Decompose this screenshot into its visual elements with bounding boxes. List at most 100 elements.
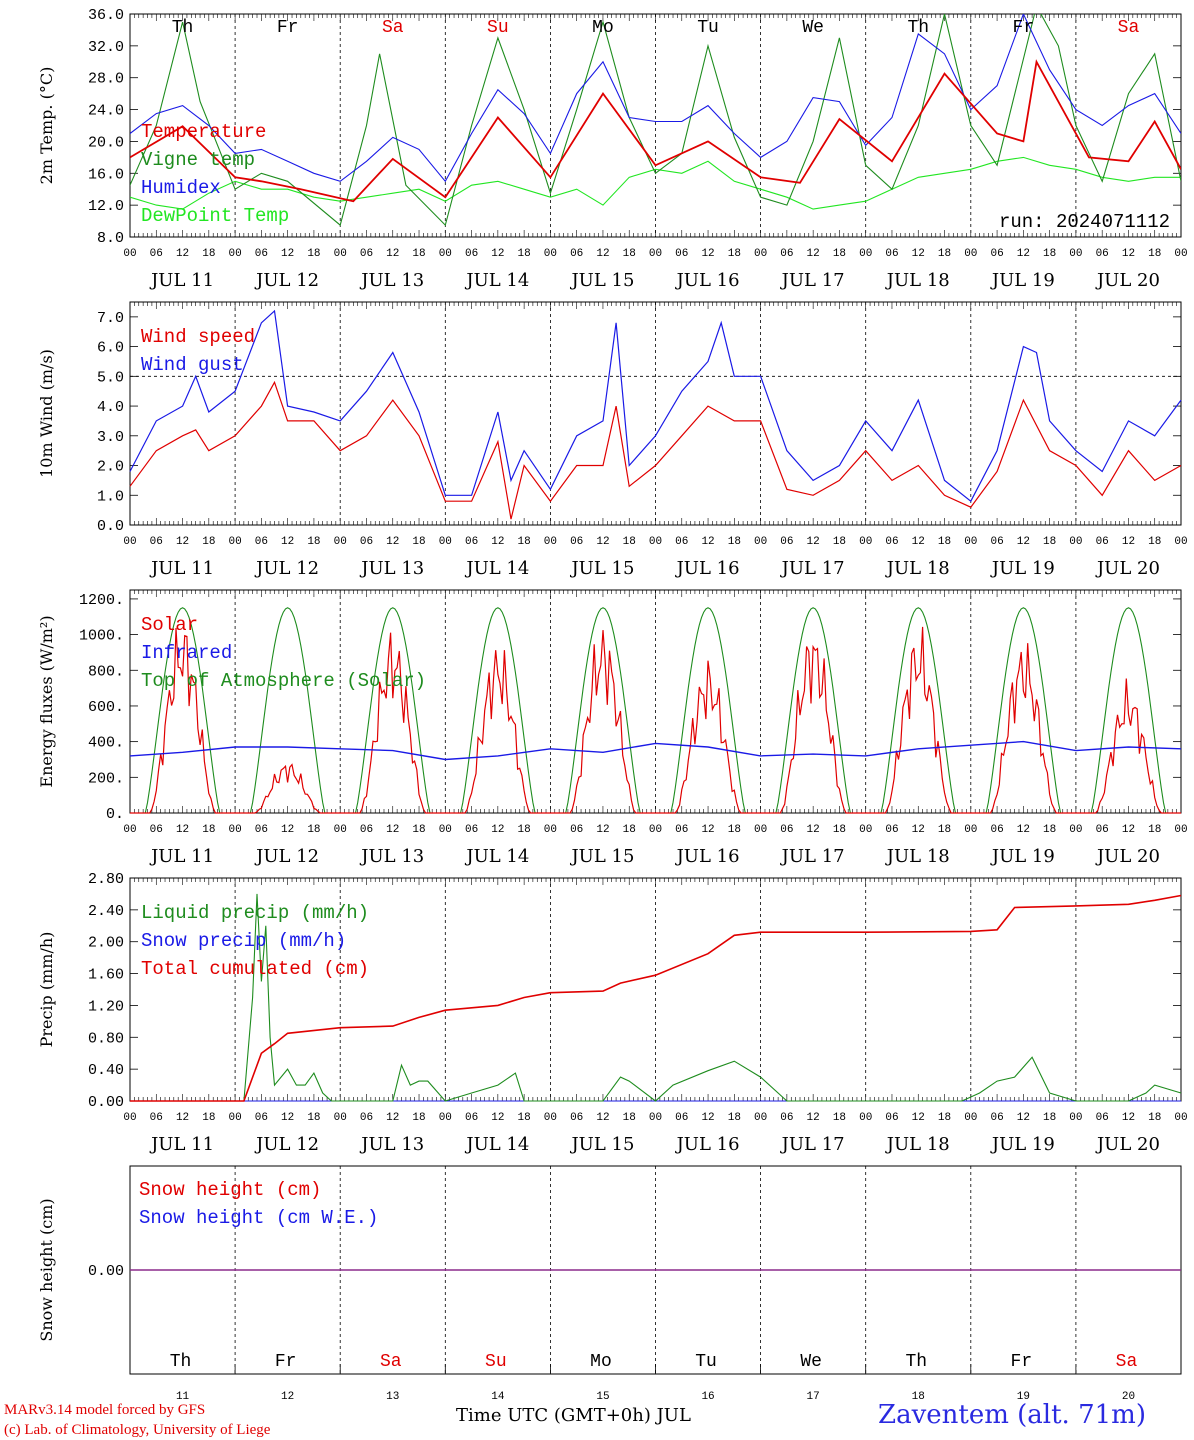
hour-tick-label: 18 bbox=[938, 536, 951, 548]
date-label: JUL 11 bbox=[149, 1134, 214, 1155]
hour-tick-label: 18 bbox=[307, 248, 320, 260]
hour-tick-label: 06 bbox=[465, 248, 478, 260]
day-name-label: Fr bbox=[1013, 18, 1035, 38]
hour-tick-label: 00 bbox=[754, 248, 767, 260]
hour-tick-label: 00 bbox=[123, 824, 136, 836]
day-number-label: 14 bbox=[491, 1391, 505, 1403]
model-credit-line1: MARv3.14 model forced by GFS bbox=[4, 1402, 206, 1418]
hour-tick-label: 06 bbox=[675, 536, 688, 548]
hour-tick-label: 06 bbox=[780, 248, 793, 260]
series-line-total-cumulated-cm- bbox=[130, 894, 1182, 1102]
hour-tick-label: 18 bbox=[1148, 536, 1161, 548]
y-tick-label: 7.0 bbox=[97, 310, 124, 327]
date-label: JUL 17 bbox=[780, 270, 845, 291]
hour-tick-label: 00 bbox=[439, 824, 452, 836]
hour-tick-label: 18 bbox=[1043, 536, 1056, 548]
hour-tick-label: 00 bbox=[334, 248, 347, 260]
hour-tick-label: 00 bbox=[1174, 1112, 1187, 1124]
hour-tick-label: 18 bbox=[1148, 1112, 1161, 1124]
legend-entry: DewPoint Temp bbox=[141, 205, 289, 227]
hour-tick-label: 06 bbox=[465, 1112, 478, 1124]
y-tick-label: 32.0 bbox=[88, 39, 124, 56]
day-name-label: Sa bbox=[1116, 1352, 1138, 1372]
hour-tick-label: 12 bbox=[1122, 1112, 1135, 1124]
date-label: JUL 16 bbox=[675, 846, 740, 867]
day-number-label: 18 bbox=[912, 1391, 925, 1403]
hour-tick-label: 00 bbox=[1069, 824, 1082, 836]
panel-5 bbox=[129, 1165, 1182, 1375]
y-tick-label: 0.80 bbox=[88, 1030, 124, 1047]
hour-tick-label: 12 bbox=[386, 824, 399, 836]
day-number-label: 13 bbox=[386, 1391, 399, 1403]
hour-tick-label: 18 bbox=[833, 248, 846, 260]
hour-tick-label: 12 bbox=[281, 824, 294, 836]
hour-tick-label: 12 bbox=[176, 248, 189, 260]
date-label: JUL 13 bbox=[359, 558, 424, 579]
hour-tick-label: 18 bbox=[1043, 824, 1056, 836]
legend-entry: Liquid precip (mm/h) bbox=[141, 902, 369, 924]
date-label: JUL 18 bbox=[885, 270, 950, 291]
date-label: JUL 13 bbox=[359, 1134, 424, 1155]
hour-tick-label: 18 bbox=[1148, 824, 1161, 836]
hour-tick-label: 06 bbox=[360, 1112, 373, 1124]
hour-tick-label: 06 bbox=[150, 1112, 163, 1124]
hour-tick-label: 00 bbox=[859, 1112, 872, 1124]
hour-tick-label: 06 bbox=[150, 824, 163, 836]
hour-tick-label: 18 bbox=[728, 1112, 741, 1124]
day-name-label: Th bbox=[170, 1352, 192, 1372]
hour-tick-label: 06 bbox=[255, 824, 268, 836]
y-tick-label: 400. bbox=[88, 735, 124, 752]
y-tick-label: 8.0 bbox=[97, 230, 124, 247]
day-name-label: Tu bbox=[695, 1352, 717, 1372]
hour-tick-label: 00 bbox=[964, 536, 977, 548]
hour-tick-label: 12 bbox=[491, 824, 504, 836]
legend-entry: Wind speed bbox=[141, 326, 255, 348]
y-tick-label: 2.0 bbox=[97, 459, 124, 476]
panel-3 bbox=[129, 589, 1182, 814]
hour-tick-label: 06 bbox=[570, 1112, 583, 1124]
date-label: JUL 15 bbox=[569, 558, 634, 579]
hour-tick-label: 06 bbox=[990, 824, 1003, 836]
hour-tick-label: 12 bbox=[807, 248, 820, 260]
day-name-label: Th bbox=[905, 1352, 927, 1372]
hour-tick-label: 00 bbox=[544, 536, 557, 548]
y-tick-label: 200. bbox=[88, 770, 124, 787]
hour-tick-label: 00 bbox=[123, 1112, 136, 1124]
hour-tick-label: 12 bbox=[1122, 824, 1135, 836]
y-tick-label: 20.0 bbox=[88, 134, 124, 151]
series-line-wind-speed bbox=[129, 380, 1182, 520]
date-label: JUL 20 bbox=[1095, 846, 1160, 867]
date-label: JUL 19 bbox=[990, 1134, 1055, 1155]
date-label: JUL 14 bbox=[464, 846, 529, 867]
hour-tick-label: 18 bbox=[412, 824, 425, 836]
day-name-label: Mo bbox=[592, 18, 614, 38]
hour-tick-label: 18 bbox=[518, 248, 531, 260]
y-tick-label: 1200. bbox=[79, 592, 124, 609]
legend-entry: Humidex bbox=[141, 177, 221, 199]
hour-tick-label: 12 bbox=[491, 536, 504, 548]
model-credit-line2: (c) Lab. of Climatology, University of L… bbox=[4, 1422, 271, 1438]
hour-tick-label: 12 bbox=[281, 536, 294, 548]
day-number-label: 17 bbox=[807, 1391, 820, 1403]
y-tick-label: 28.0 bbox=[88, 71, 124, 88]
hour-tick-label: 00 bbox=[754, 824, 767, 836]
y-tick-label: 3.0 bbox=[97, 429, 124, 446]
panel-1 bbox=[129, 13, 1182, 238]
hour-tick-label: 00 bbox=[228, 824, 241, 836]
date-label: JUL 15 bbox=[569, 270, 634, 291]
hour-tick-label: 18 bbox=[202, 248, 215, 260]
hour-tick-label: 06 bbox=[1096, 824, 1109, 836]
hour-tick-label: 12 bbox=[807, 1112, 820, 1124]
hour-tick-label: 12 bbox=[176, 1112, 189, 1124]
date-label: JUL 15 bbox=[569, 1134, 634, 1155]
hour-tick-label: 18 bbox=[202, 1112, 215, 1124]
date-label: JUL 17 bbox=[780, 846, 845, 867]
date-label: JUL 17 bbox=[780, 1134, 845, 1155]
hour-tick-label: 06 bbox=[990, 248, 1003, 260]
hour-tick-label: 00 bbox=[649, 824, 662, 836]
hour-tick-label: 06 bbox=[780, 824, 793, 836]
day-name-label: We bbox=[800, 1352, 822, 1372]
hour-tick-label: 12 bbox=[281, 248, 294, 260]
date-label: JUL 18 bbox=[885, 558, 950, 579]
